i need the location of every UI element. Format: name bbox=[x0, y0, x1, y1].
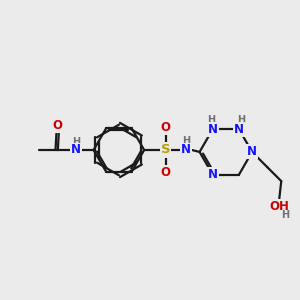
Text: OH: OH bbox=[269, 200, 289, 213]
Text: O: O bbox=[160, 166, 171, 179]
Text: N: N bbox=[247, 146, 257, 158]
Text: H: H bbox=[182, 136, 190, 146]
Text: S: S bbox=[161, 143, 170, 157]
Text: N: N bbox=[71, 143, 81, 157]
Text: O: O bbox=[160, 121, 171, 134]
Text: N: N bbox=[208, 123, 218, 136]
Text: H: H bbox=[72, 137, 80, 147]
Text: H: H bbox=[281, 210, 289, 220]
Text: H: H bbox=[207, 116, 215, 125]
Text: O: O bbox=[52, 119, 63, 132]
Text: N: N bbox=[208, 168, 218, 181]
Text: N: N bbox=[181, 143, 191, 157]
Text: N: N bbox=[234, 123, 244, 136]
Text: H: H bbox=[237, 116, 245, 125]
